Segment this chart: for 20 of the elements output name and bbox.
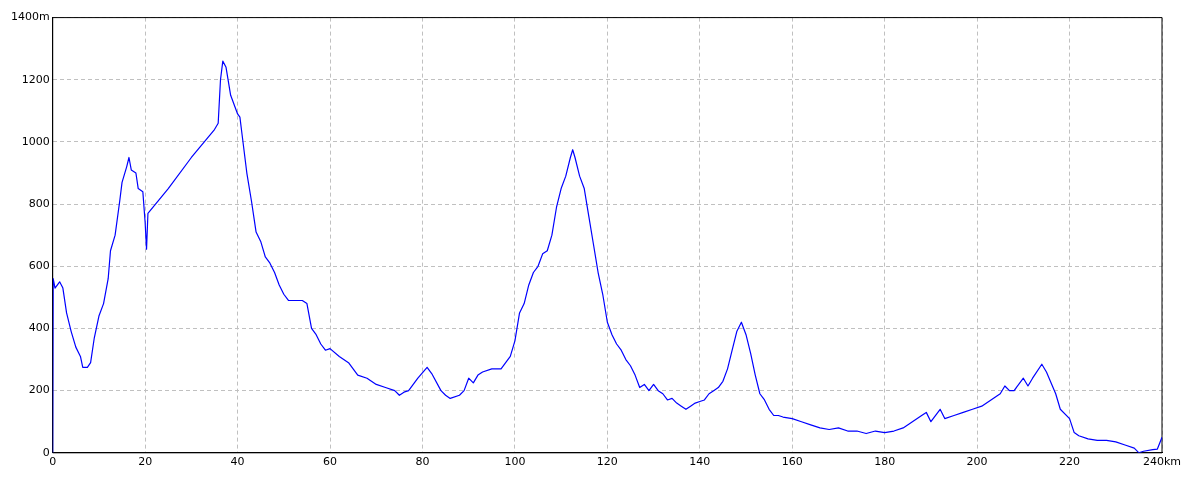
y-tick-label: 0 [42,445,50,459]
x-tick-label: 240km [1142,455,1182,469]
x-tick-label: 40 [230,455,245,469]
y-tick-label: 400 [28,321,50,335]
y-tick-label: 600 [28,259,50,273]
x-tick-label: 140 [689,455,711,469]
x-tick-label: 220 [1059,455,1081,469]
x-tick-label: 60 [323,455,338,469]
x-tick-label: 200 [966,455,988,469]
x-tick-label: 180 [874,455,896,469]
x-tick-label: 20 [138,455,153,469]
x-tick-label: 120 [596,455,618,469]
y-tick-label: 200 [28,383,50,397]
x-tick-label: 100 [504,455,526,469]
y-tick-label: 1000 [21,134,50,148]
y-tick-label: 1200 [21,72,50,86]
x-tick-label: 160 [781,455,803,469]
y-tick-label: 1400m [10,10,50,24]
y-tick-label: 800 [28,196,50,210]
x-tick-label: 80 [415,455,430,469]
